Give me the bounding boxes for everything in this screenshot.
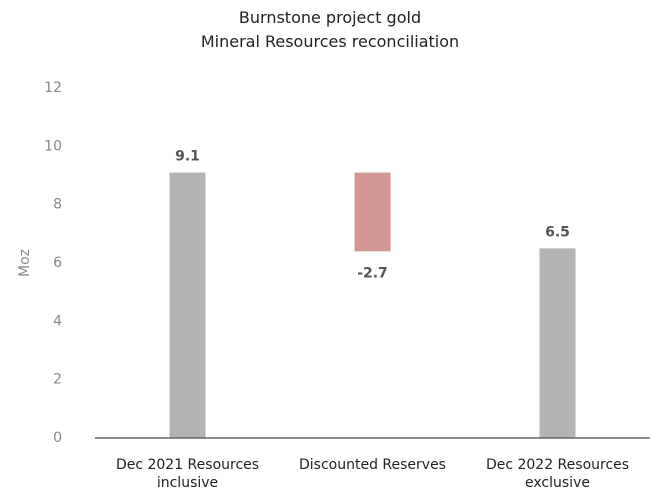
chart-title: Burnstone project gold Mineral Resources… [200,8,460,51]
y-tick-label: 8 [53,197,62,213]
data-label: 9.1 [175,149,200,165]
bar [539,248,576,438]
y-tick-label: 12 [44,80,62,96]
bar [354,172,391,252]
y-tick-label: 0 [53,430,62,446]
y-tick-label: 2 [53,372,62,388]
y-tick-label: 10 [44,138,62,154]
data-label: -2.7 [357,265,388,281]
y-tick-label: 4 [53,313,62,329]
x-tick-label: Discounted Reserves [299,457,446,473]
x-tick-label: Dec 2021 Resources inclusive [115,457,260,491]
y-axis-label: Moz [17,249,33,277]
bar [169,172,206,439]
x-tick-label: Dec 2022 Resources exclusive [485,457,630,491]
data-label: 6.5 [545,224,570,240]
y-tick-label: 6 [53,255,62,271]
